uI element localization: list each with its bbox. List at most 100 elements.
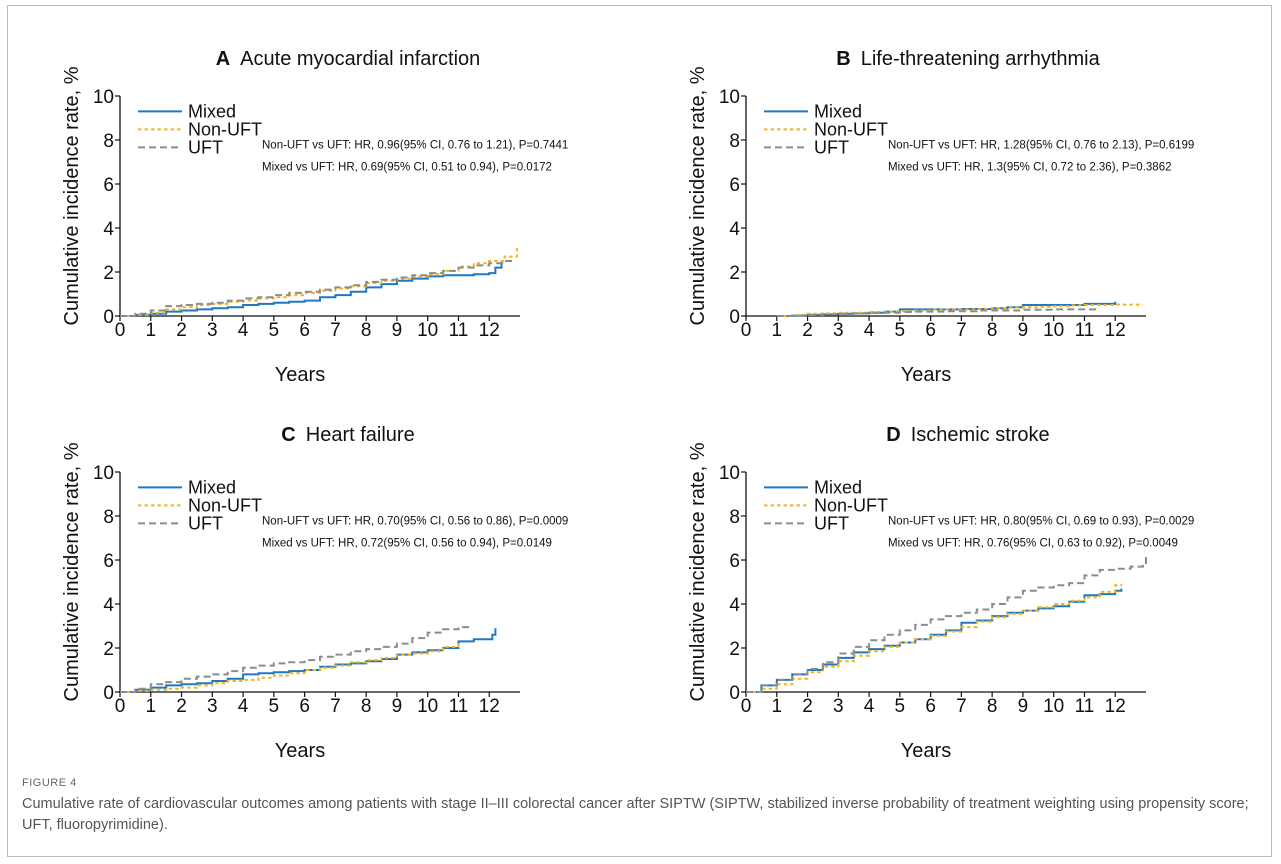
x-tick-label: 5 — [269, 696, 280, 717]
y-tick-label: 0 — [103, 307, 114, 328]
x-tick-label: 10 — [417, 320, 438, 341]
legend-label-non-uft: Non-UFT — [814, 495, 888, 515]
legend-label-uft: UFT — [814, 137, 849, 157]
x-tick-label: 11 — [1075, 696, 1095, 717]
x-tick-label: 8 — [361, 696, 372, 717]
x-tick-label: 4 — [864, 696, 875, 717]
x-axis-label: Years — [901, 364, 951, 386]
x-tick-label: 8 — [361, 320, 372, 341]
x-tick-label: 12 — [1105, 320, 1126, 341]
panel-title-text: Life-threatening arrhythmia — [861, 48, 1101, 70]
legend-label-mixed: Mixed — [188, 477, 236, 497]
series-line-non-uft — [120, 641, 460, 693]
series-line-non-uft — [746, 584, 1123, 693]
legend-label-non-uft: Non-UFT — [188, 495, 262, 515]
y-tick-label: 2 — [729, 639, 740, 660]
x-tick-label: 2 — [802, 320, 813, 341]
x-tick-label: 4 — [238, 320, 249, 341]
legend-label-uft: UFT — [188, 513, 223, 533]
figure-caption: Cumulative rate of cardiovascular outcom… — [22, 796, 1249, 833]
hr-annotation: Non-UFT vs UFT: HR, 0.96(95% CI, 0.76 to… — [262, 139, 568, 151]
hr-annotation: Non-UFT vs UFT: HR, 1.28(95% CI, 0.76 to… — [888, 139, 1194, 151]
y-tick-label: 8 — [103, 131, 114, 152]
y-axis-label: Cumulative incidence rate, % — [61, 442, 83, 701]
legend-label-mixed: Mixed — [188, 101, 236, 121]
y-tick-label: 0 — [729, 307, 740, 328]
x-tick-label: 1 — [771, 696, 782, 717]
y-tick-label: 6 — [729, 551, 740, 572]
x-tick-label: 11 — [449, 320, 469, 341]
panel-letter: B — [836, 48, 850, 70]
x-tick-label: 12 — [479, 320, 500, 341]
y-tick-label: 8 — [103, 507, 114, 528]
panel-title-text: Ischemic stroke — [911, 424, 1050, 446]
x-tick-label: 5 — [895, 696, 906, 717]
x-tick-label: 3 — [207, 696, 218, 717]
y-axis-label: Cumulative incidence rate, % — [687, 442, 709, 701]
panel-title-text: Acute myocardial infarction — [240, 48, 480, 70]
x-axis-label: Years — [275, 364, 325, 386]
y-tick-label: 4 — [103, 595, 114, 616]
x-tick-label: 4 — [864, 320, 875, 341]
y-tick-label: 8 — [729, 131, 740, 152]
x-tick-label: 10 — [1043, 696, 1064, 717]
x-tick-label: 5 — [895, 320, 906, 341]
x-tick-label: 0 — [741, 696, 752, 717]
hr-annotation: Non-UFT vs UFT: HR, 0.70(95% CI, 0.56 to… — [262, 515, 568, 527]
x-tick-label: 6 — [925, 696, 936, 717]
x-axis-label: Years — [275, 740, 325, 762]
x-tick-label: 8 — [987, 320, 998, 341]
y-tick-label: 4 — [729, 219, 740, 240]
y-tick-label: 10 — [93, 463, 114, 484]
y-tick-label: 6 — [103, 551, 114, 572]
y-tick-label: 2 — [103, 263, 114, 284]
series-line-mixed — [120, 261, 503, 317]
x-tick-label: 0 — [741, 320, 752, 341]
legend-label-non-uft: Non-UFT — [188, 119, 262, 139]
legend-label-non-uft: Non-UFT — [814, 119, 888, 139]
x-tick-label: 1 — [145, 320, 156, 341]
x-tick-label: 6 — [299, 696, 310, 717]
x-tick-label: 7 — [330, 320, 341, 341]
series-line-non-uft — [776, 303, 1143, 317]
y-tick-label: 10 — [719, 463, 740, 484]
y-tick-label: 8 — [729, 507, 740, 528]
x-tick-label: 7 — [956, 320, 967, 341]
series-line-mixed — [746, 588, 1123, 693]
y-axis-label: Cumulative incidence rate, % — [61, 66, 83, 325]
x-tick-label: 7 — [956, 696, 967, 717]
x-tick-label: 0 — [115, 320, 126, 341]
panel-letter: D — [886, 424, 900, 446]
panel-letter: C — [281, 424, 295, 446]
x-tick-label: 9 — [392, 696, 403, 717]
hr-annotation: Mixed vs UFT: HR, 0.69(95% CI, 0.51 to 0… — [262, 161, 552, 173]
legend-label-uft: UFT — [814, 513, 849, 533]
x-tick-label: 1 — [771, 320, 782, 341]
x-tick-label: 4 — [238, 696, 249, 717]
hr-annotation: Non-UFT vs UFT: HR, 0.80(95% CI, 0.69 to… — [888, 515, 1194, 527]
panel-title: B Life-threatening arrhythmia — [836, 48, 1100, 70]
x-tick-label: 9 — [392, 320, 403, 341]
y-tick-label: 10 — [93, 87, 114, 108]
x-tick-label: 9 — [1018, 696, 1029, 717]
x-tick-label: 11 — [1075, 320, 1095, 341]
legend-label-uft: UFT — [188, 137, 223, 157]
panel-title: D Ischemic stroke — [886, 424, 1049, 446]
x-tick-label: 2 — [176, 696, 187, 717]
y-tick-label: 2 — [103, 639, 114, 660]
figure-frame: A Acute myocardial infarction 0 2 4 6 8 10 0 1 2 3 4… — [7, 5, 1272, 857]
x-tick-label: 6 — [925, 320, 936, 341]
x-tick-label: 3 — [833, 696, 844, 717]
y-tick-label: 10 — [719, 87, 740, 108]
hr-annotation: Mixed vs UFT: HR, 0.72(95% CI, 0.56 to 0… — [262, 537, 552, 549]
x-tick-label: 3 — [207, 320, 218, 341]
legend-label-mixed: Mixed — [814, 101, 862, 121]
x-tick-label: 6 — [299, 320, 310, 341]
x-tick-label: 7 — [330, 696, 341, 717]
hr-annotation: Mixed vs UFT: HR, 0.76(95% CI, 0.63 to 0… — [888, 537, 1178, 549]
